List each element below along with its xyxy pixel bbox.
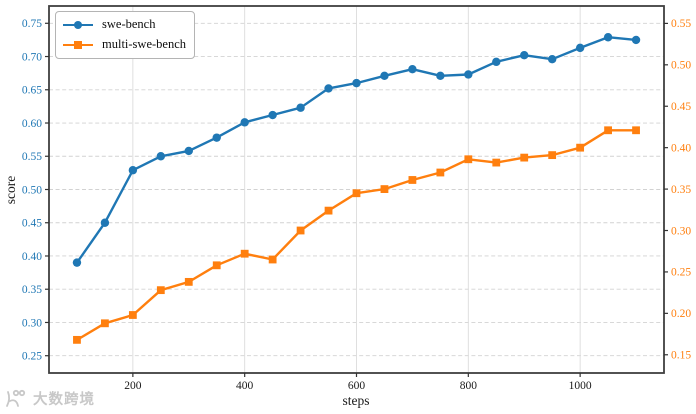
data-point-swe-bench (352, 78, 361, 88)
data-point-multi-swe-bench (436, 168, 445, 177)
y-left-tick-label: 0.75 (22, 18, 42, 30)
y-right-tick-label: 0.55 (671, 18, 691, 30)
y-left-tick-label: 0.50 (22, 184, 42, 196)
data-point-swe-bench (575, 43, 585, 53)
data-point-swe-bench (240, 118, 249, 127)
data-point-swe-bench (324, 84, 333, 93)
data-point-swe-bench (296, 103, 305, 112)
data-point-swe-bench (547, 54, 557, 64)
x-tick-label: 1000 (569, 380, 592, 392)
y-right-tick-label: 0.50 (671, 60, 691, 72)
data-point-swe-bench (100, 218, 110, 227)
y-right-tick-label: 0.15 (671, 350, 691, 362)
watermark-logo-icon (6, 389, 26, 407)
data-point-multi-swe-bench (464, 155, 473, 164)
data-point-swe-bench (464, 70, 473, 79)
y-left-tick-label: 0.25 (22, 351, 42, 363)
data-point-multi-swe-bench (548, 151, 557, 160)
y-right-tick-label: 0.25 (671, 267, 691, 279)
data-point-multi-swe-bench (380, 185, 389, 193)
y-right-tick-label: 0.30 (671, 225, 691, 237)
x-tick-label: 200 (124, 380, 142, 392)
data-point-swe-bench (128, 166, 138, 175)
y-left-tick-label: 0.30 (22, 317, 42, 329)
data-point-multi-swe-bench (73, 335, 81, 344)
data-point-multi-swe-bench (604, 126, 612, 135)
data-point-multi-swe-bench (184, 277, 193, 286)
data-point-swe-bench (156, 152, 166, 161)
watermark: 大数跨境 (5, 388, 95, 409)
data-point-multi-swe-bench (212, 261, 221, 270)
y-right-tick-label: 0.40 (671, 142, 691, 154)
data-point-multi-swe-bench (576, 143, 585, 152)
x-tick-label: 800 (460, 380, 478, 392)
y-left-tick-label: 0.40 (22, 251, 42, 263)
y-right-tick-label: 0.20 (671, 308, 691, 320)
data-point-swe-bench (603, 33, 613, 42)
data-point-swe-bench (184, 146, 193, 156)
data-point-multi-swe-bench (492, 158, 501, 167)
y-left-tick-label: 0.35 (22, 284, 42, 296)
data-point-multi-swe-bench (101, 319, 109, 328)
legend-line-square-swatch (63, 40, 93, 50)
watermark-text: 大数跨境 (33, 392, 95, 408)
plot-area: 0.25 0.30 0.35 0.40 0.45 0.50 0.55 0.60 0.65 0.70… (22, 5, 691, 392)
x-tick-label: 400 (236, 380, 254, 392)
data-point-swe-bench (408, 64, 417, 74)
y-right-tick-label: 0.35 (671, 184, 691, 196)
data-point-swe-bench (492, 57, 501, 67)
x-tick-label: 600 (348, 380, 366, 392)
data-point-multi-swe-bench (268, 255, 277, 264)
legend: swe-bench multi-swe-bench (55, 11, 196, 59)
y-axis-label: score (3, 176, 18, 204)
y-left-tick-label: 0.70 (22, 51, 42, 63)
legend-item-swe-bench: swe-bench (63, 15, 186, 35)
data-point-swe-bench (436, 71, 445, 81)
data-point-multi-swe-bench (324, 206, 333, 215)
data-point-multi-swe-bench (632, 126, 640, 135)
data-point-multi-swe-bench (408, 176, 417, 184)
data-point-swe-bench (380, 71, 389, 81)
legend-line-circle-swatch (63, 20, 93, 30)
data-point-multi-swe-bench (352, 189, 361, 198)
data-point-swe-bench (72, 258, 82, 267)
y-left-tick-label: 0.65 (22, 85, 42, 97)
y-left-tick-label: 0.45 (22, 218, 42, 230)
data-point-swe-bench (520, 50, 529, 60)
data-point-swe-bench (268, 110, 277, 120)
data-point-multi-swe-bench (156, 286, 165, 295)
data-point-multi-swe-bench (240, 249, 249, 258)
y-right-tick-label: 0.45 (671, 101, 691, 113)
data-point-swe-bench (631, 35, 641, 45)
legend-label: multi-swe-bench (102, 36, 187, 51)
data-point-swe-bench (212, 133, 221, 142)
y-left-tick-label: 0.60 (22, 118, 42, 130)
data-point-multi-swe-bench (520, 153, 529, 162)
legend-label: swe-bench (102, 16, 156, 31)
x-axis-label: steps (343, 393, 370, 408)
data-point-multi-swe-bench (296, 226, 305, 235)
y-left-tick-label: 0.55 (22, 151, 42, 163)
data-point-multi-swe-bench (128, 311, 137, 319)
legend-item-multi-swe-bench: multi-swe-bench (63, 35, 186, 55)
